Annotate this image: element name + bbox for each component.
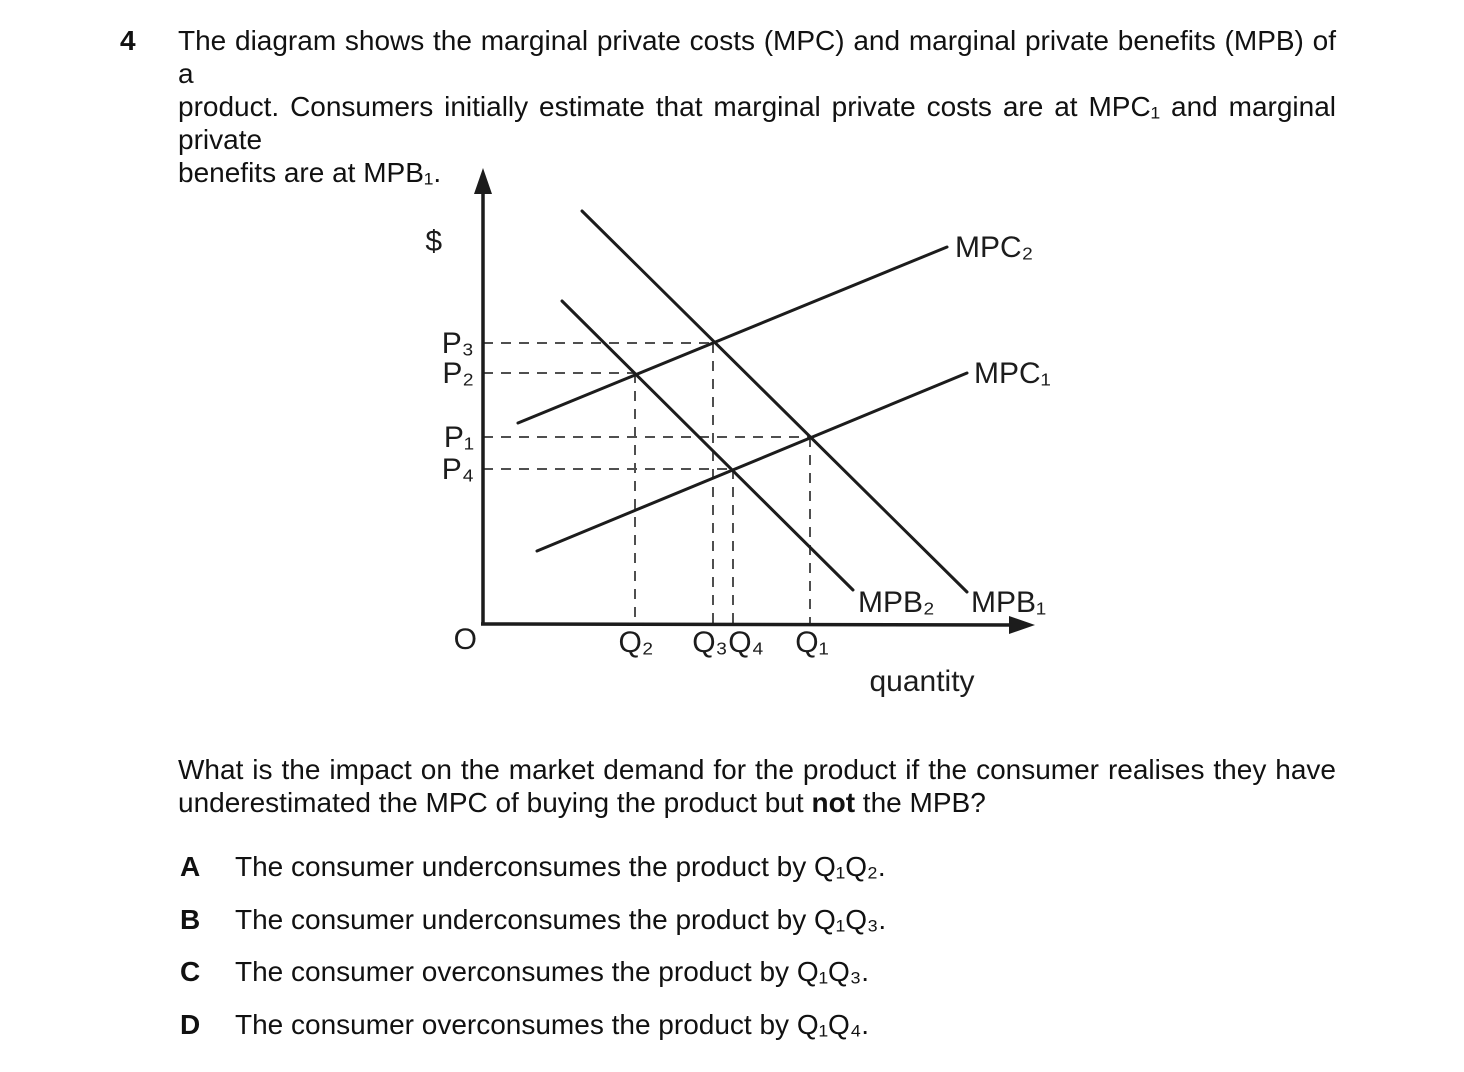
- p3-label: P₃: [442, 327, 474, 360]
- option-a-letter: A: [180, 851, 201, 882]
- question-number: 4: [120, 25, 136, 56]
- option-a: A The consumer underconsumes the product …: [180, 850, 886, 883]
- question-prompt: What is the impact on the market demand …: [178, 753, 1336, 819]
- q3-label: Q₃: [692, 626, 728, 659]
- prompt-line-2-bold: not: [811, 787, 856, 818]
- intro-line-1: The diagram shows the marginal private c…: [178, 25, 1336, 89]
- prompt-line-2-pre: underestimated the MPC of buying the pro…: [178, 787, 812, 818]
- question-intro: The diagram shows the marginal private c…: [178, 24, 1336, 189]
- origin-label: O: [454, 623, 477, 656]
- option-d: D The consumer overconsumes the product b…: [180, 1008, 869, 1041]
- q1-label: Q₁: [795, 626, 828, 659]
- y-axis-arrowhead: [474, 168, 492, 194]
- mpb2-label: MPB₂: [858, 586, 935, 619]
- option-d-letter: D: [180, 1009, 201, 1040]
- option-d-text: The consumer overconsumes the product by…: [235, 1009, 870, 1040]
- prompt-line-1: What is the impact on the market demand …: [178, 754, 1336, 785]
- p2-label: P₂: [442, 357, 474, 390]
- prompt-line-2: underestimated the MPC of buying the pro…: [178, 786, 1336, 819]
- mpb1-line: [580, 209, 969, 594]
- option-c-letter: C: [180, 956, 201, 987]
- prompt-line-2-post: the MPB?: [855, 787, 986, 818]
- p1-label: P₁: [444, 421, 474, 454]
- mpc1-line: [535, 371, 969, 553]
- mpb1-label: MPB₁: [971, 586, 1046, 619]
- mpb2-line: [560, 299, 855, 592]
- option-b: B The consumer underconsumes the product …: [180, 903, 886, 936]
- x-axis: [480, 622, 1016, 627]
- q2-label: Q₂: [619, 626, 654, 659]
- mpc1-label: MPC₁: [974, 357, 1051, 390]
- p4-label: P₄: [442, 453, 474, 486]
- option-c-text: The consumer overconsumes the product by…: [235, 956, 870, 987]
- option-b-text: The consumer underconsumes the product b…: [235, 904, 887, 935]
- option-c: C The consumer overconsumes the product b…: [180, 955, 869, 988]
- q4-label: Q₄: [728, 626, 764, 659]
- option-b-letter: B: [180, 904, 201, 935]
- x-axis-arrowhead: [1009, 616, 1035, 634]
- intro-line-3: benefits are at MPB₁.: [178, 157, 442, 188]
- option-a-text: The consumer underconsumes the product b…: [235, 851, 886, 882]
- mpc2-label: MPC₂: [955, 231, 1033, 264]
- dollar-sign: $: [425, 225, 442, 258]
- mpc2-line: [516, 245, 949, 425]
- intro-line-2: product. Consumers initially estimate th…: [178, 91, 1336, 155]
- x-axis-title: quantity: [869, 665, 974, 698]
